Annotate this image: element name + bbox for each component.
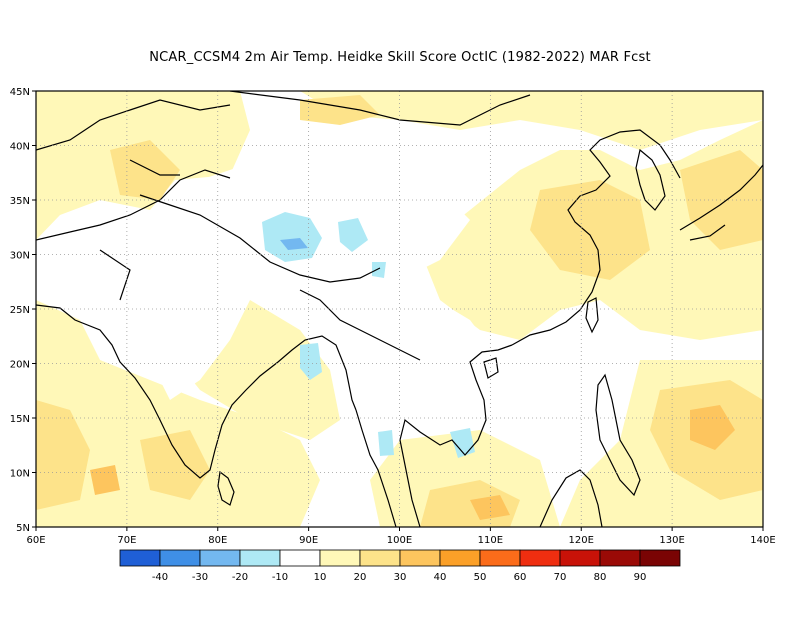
colorbar-label: 30 xyxy=(394,572,407,583)
coastlines xyxy=(36,91,763,527)
colorbar-swatch xyxy=(159,549,201,567)
border-mongolia xyxy=(229,91,531,126)
score-region-tibet-white xyxy=(200,160,470,280)
lon-tick-label: 140E xyxy=(750,535,775,546)
coastline-srilanka xyxy=(217,470,235,506)
border-myanmar xyxy=(299,289,421,361)
coastline-india xyxy=(36,304,357,479)
lon-tick-label: 110E xyxy=(478,535,503,546)
colorbar-swatch xyxy=(279,549,321,567)
colorbar-label: 40 xyxy=(434,572,447,583)
lat-tick-label: 10N xyxy=(10,469,30,480)
colorbar-label: 50 xyxy=(474,572,487,583)
lon-tick-label: 100E xyxy=(387,535,412,546)
coastline-china xyxy=(511,129,681,346)
border-south-asia xyxy=(36,169,231,301)
colorbar-swatch xyxy=(439,549,481,567)
colorbar-label: 70 xyxy=(554,572,567,583)
score-region-india-white xyxy=(110,230,250,400)
lat-tick-label: 15N xyxy=(10,414,30,425)
score-patch-arabian-sea xyxy=(36,400,90,510)
coastline-japan xyxy=(679,164,763,241)
score-patch-sri-lanka xyxy=(140,430,210,500)
colorbar-swatch xyxy=(599,549,641,567)
colorbar-label: -40 xyxy=(152,572,168,583)
score-patch-japan-sea xyxy=(680,150,763,250)
lon-tick-label: 90E xyxy=(299,535,318,546)
map-title: NCAR_CCSM4 2m Air Temp. Heidke Skill Sco… xyxy=(149,50,651,65)
skill-score-shading xyxy=(36,91,763,527)
score-patch-orange-3 xyxy=(90,465,120,495)
lat-tick-label: 25N xyxy=(10,305,30,316)
colorbar-swatch xyxy=(239,549,281,567)
score-neg-tibet-mid xyxy=(280,238,308,250)
lon-tick-label: 120E xyxy=(569,535,594,546)
lat-tick-label: 35N xyxy=(10,196,30,207)
score-patch-north xyxy=(300,95,380,125)
colorbar-swatch xyxy=(559,549,601,567)
colorbar-label: 20 xyxy=(354,572,367,583)
colorbar-swatch xyxy=(639,549,681,567)
score-neg-tibet-light-2 xyxy=(338,218,368,252)
coastline-philippines xyxy=(595,373,641,497)
colorbar-swatch xyxy=(319,549,361,567)
colorbar-label: -20 xyxy=(232,572,248,583)
score-patch-pakistan xyxy=(110,140,180,200)
lat-tick-label: 30N xyxy=(10,251,30,262)
colorbar-label: 80 xyxy=(594,572,607,583)
coastline-hainan xyxy=(483,357,499,379)
lon-tick-label: 80E xyxy=(208,535,227,546)
score-neg-myanmar xyxy=(300,343,322,380)
lon-tick-label: 60E xyxy=(26,535,45,546)
score-neg-thailand xyxy=(378,430,394,456)
border-tibet xyxy=(139,194,381,283)
longitude-ticks: 60E 70E 80E 90E 100E 110E 120E 130E 140E xyxy=(26,527,776,546)
coastline-borneo xyxy=(539,469,603,527)
lat-tick-label: 5N xyxy=(16,523,30,534)
colorbar-swatch xyxy=(479,549,521,567)
lon-tick-label: 130E xyxy=(659,535,684,546)
colorbar-swatch xyxy=(359,549,401,567)
score-neg-tibet-light xyxy=(262,212,322,262)
colorbar-swatch xyxy=(519,549,561,567)
latitude-ticks: 45N 40N 35N 30N 25N 20N 15N 10N 5N xyxy=(10,87,36,534)
colorbar-label: -10 xyxy=(272,572,288,583)
colorbar-label: 10 xyxy=(314,572,327,583)
colorbar-label: 60 xyxy=(514,572,527,583)
lat-tick-label: 40N xyxy=(10,142,30,153)
score-patch-orange-1 xyxy=(690,405,735,450)
grid-lines xyxy=(36,91,763,527)
lon-tick-label: 70E xyxy=(117,535,136,546)
colorbar-label: -30 xyxy=(192,572,208,583)
colorbar-swatch xyxy=(399,549,441,567)
colorbar-swatch xyxy=(119,549,161,567)
colorbar-swatch xyxy=(199,549,241,567)
coastline-korea xyxy=(635,148,666,211)
score-neg-assam xyxy=(372,262,386,278)
colorbar-label: 90 xyxy=(634,572,647,583)
score-patch-east-china xyxy=(530,180,650,280)
coastline-taiwan xyxy=(585,297,599,334)
colorbar xyxy=(119,549,681,567)
lat-tick-label: 45N xyxy=(10,87,30,98)
coastline-indochina xyxy=(355,344,513,527)
colorbar-labels: -40 -30 -20 -10 10 20 30 40 50 60 70 80 90 xyxy=(152,572,647,583)
lat-tick-label: 20N xyxy=(10,360,30,371)
score-region-indochina-white xyxy=(350,290,500,420)
score-region-scs-white xyxy=(510,330,620,420)
border-central-asia xyxy=(36,99,231,176)
